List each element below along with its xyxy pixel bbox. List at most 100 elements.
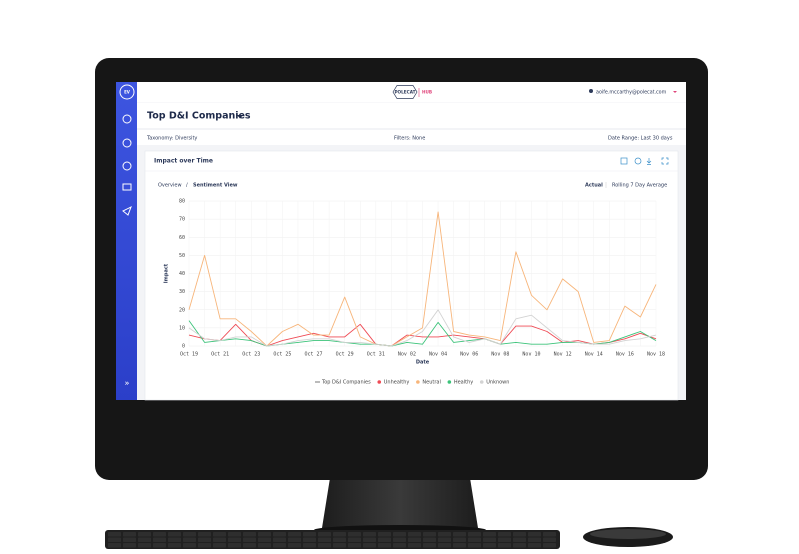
key — [408, 537, 421, 542]
y-axis-title: Impact — [164, 263, 170, 283]
legend-label[interactable]: Unknown — [486, 380, 509, 386]
key — [348, 543, 361, 548]
key — [138, 543, 151, 548]
tab[interactable]: Overview — [158, 183, 182, 189]
key — [468, 543, 481, 548]
keyboard-keys — [108, 532, 556, 548]
key — [318, 532, 331, 537]
key — [168, 532, 181, 537]
key — [273, 537, 286, 542]
key — [303, 543, 316, 548]
key — [423, 543, 436, 548]
key — [198, 543, 211, 548]
key — [288, 543, 301, 548]
key — [363, 537, 376, 542]
key — [108, 543, 121, 548]
toolbar-icon[interactable] — [646, 158, 652, 165]
legend-label[interactable]: Healthy — [454, 380, 473, 386]
caret[interactable] — [237, 115, 243, 119]
key — [153, 532, 166, 537]
key — [183, 537, 196, 542]
key — [438, 532, 451, 537]
key — [123, 543, 136, 548]
y-tick-label: 40 — [179, 271, 185, 277]
key — [498, 537, 511, 542]
key — [453, 537, 466, 542]
key — [528, 537, 541, 542]
monitor-stand — [322, 478, 478, 528]
legend-label[interactable]: Neutral — [422, 380, 440, 386]
mouse-top — [590, 529, 666, 539]
nav-icon[interactable] — [122, 138, 132, 148]
card-title: Impact over Time — [154, 158, 213, 165]
key — [258, 543, 271, 548]
key — [198, 532, 211, 537]
x-tick-label: Nov 08 — [491, 352, 509, 358]
key — [393, 543, 406, 548]
key — [483, 543, 496, 548]
taxonomy-filter[interactable]: Taxonomy: Diversity — [146, 136, 197, 142]
key — [348, 532, 361, 537]
key — [123, 532, 136, 537]
view-toggle[interactable]: Rolling 7 Day Average — [612, 183, 667, 189]
page-title: Top D&I Companies — [147, 111, 251, 122]
logo: POLECAT — [394, 90, 415, 95]
expand-button[interactable]: » — [125, 379, 130, 388]
top-bar — [137, 82, 686, 103]
y-tick-label: 30 — [179, 289, 185, 295]
key — [483, 537, 496, 542]
y-tick-label: 20 — [179, 307, 185, 313]
toolbar-icon[interactable] — [620, 157, 628, 165]
key — [228, 543, 241, 548]
legend-label[interactable]: Top D&I Companies — [321, 380, 371, 386]
legend-label[interactable]: Unhealthy — [384, 380, 410, 386]
key — [213, 532, 226, 537]
legend-marker — [479, 380, 484, 384]
date-range[interactable]: Date Range: Last 30 days — [608, 136, 673, 142]
view-toggle[interactable]: Actual — [585, 183, 603, 189]
key — [363, 532, 376, 537]
legend-marker — [447, 380, 452, 384]
key — [528, 532, 541, 537]
toolbar-icon[interactable] — [661, 157, 669, 165]
nav-icon[interactable] — [122, 114, 132, 124]
x-tick-label: Oct 29 — [336, 352, 354, 358]
key — [378, 532, 391, 537]
x-tick-label: Nov 06 — [460, 352, 478, 358]
key — [138, 537, 151, 542]
x-axis-title: Date — [416, 360, 430, 366]
tab-separator: / — [186, 183, 188, 189]
key — [543, 537, 556, 542]
y-tick-label: 10 — [179, 325, 185, 331]
key — [228, 532, 241, 537]
user-email[interactable]: aoife.mccarthy@polecat.com — [596, 90, 667, 96]
filters[interactable]: Filters: None — [394, 136, 425, 142]
nav-icon[interactable] — [122, 205, 132, 216]
x-tick-label: Oct 19 — [180, 352, 198, 358]
nav-icon[interactable] — [122, 183, 132, 191]
key — [303, 537, 316, 542]
tab[interactable]: Sentiment View — [193, 183, 238, 189]
nav-icon[interactable] — [122, 161, 132, 171]
x-tick-label: Oct 25 — [273, 352, 291, 358]
toolbar-icon[interactable] — [634, 157, 642, 165]
legend-marker — [416, 380, 420, 384]
x-tick-label: Nov 02 — [398, 352, 416, 358]
key — [543, 532, 556, 537]
key — [528, 543, 541, 548]
product: HUB — [422, 90, 432, 95]
key — [408, 543, 421, 548]
x-tick-label: Nov 14 — [585, 352, 603, 358]
key — [543, 543, 556, 548]
key — [168, 543, 181, 548]
key — [333, 543, 346, 548]
key — [213, 543, 226, 548]
key — [123, 537, 136, 542]
key — [183, 532, 196, 537]
legend-marker — [377, 380, 382, 384]
key — [378, 543, 391, 548]
key — [243, 532, 256, 537]
y-tick-label: 60 — [179, 235, 185, 241]
key — [513, 543, 526, 548]
key — [198, 537, 211, 542]
